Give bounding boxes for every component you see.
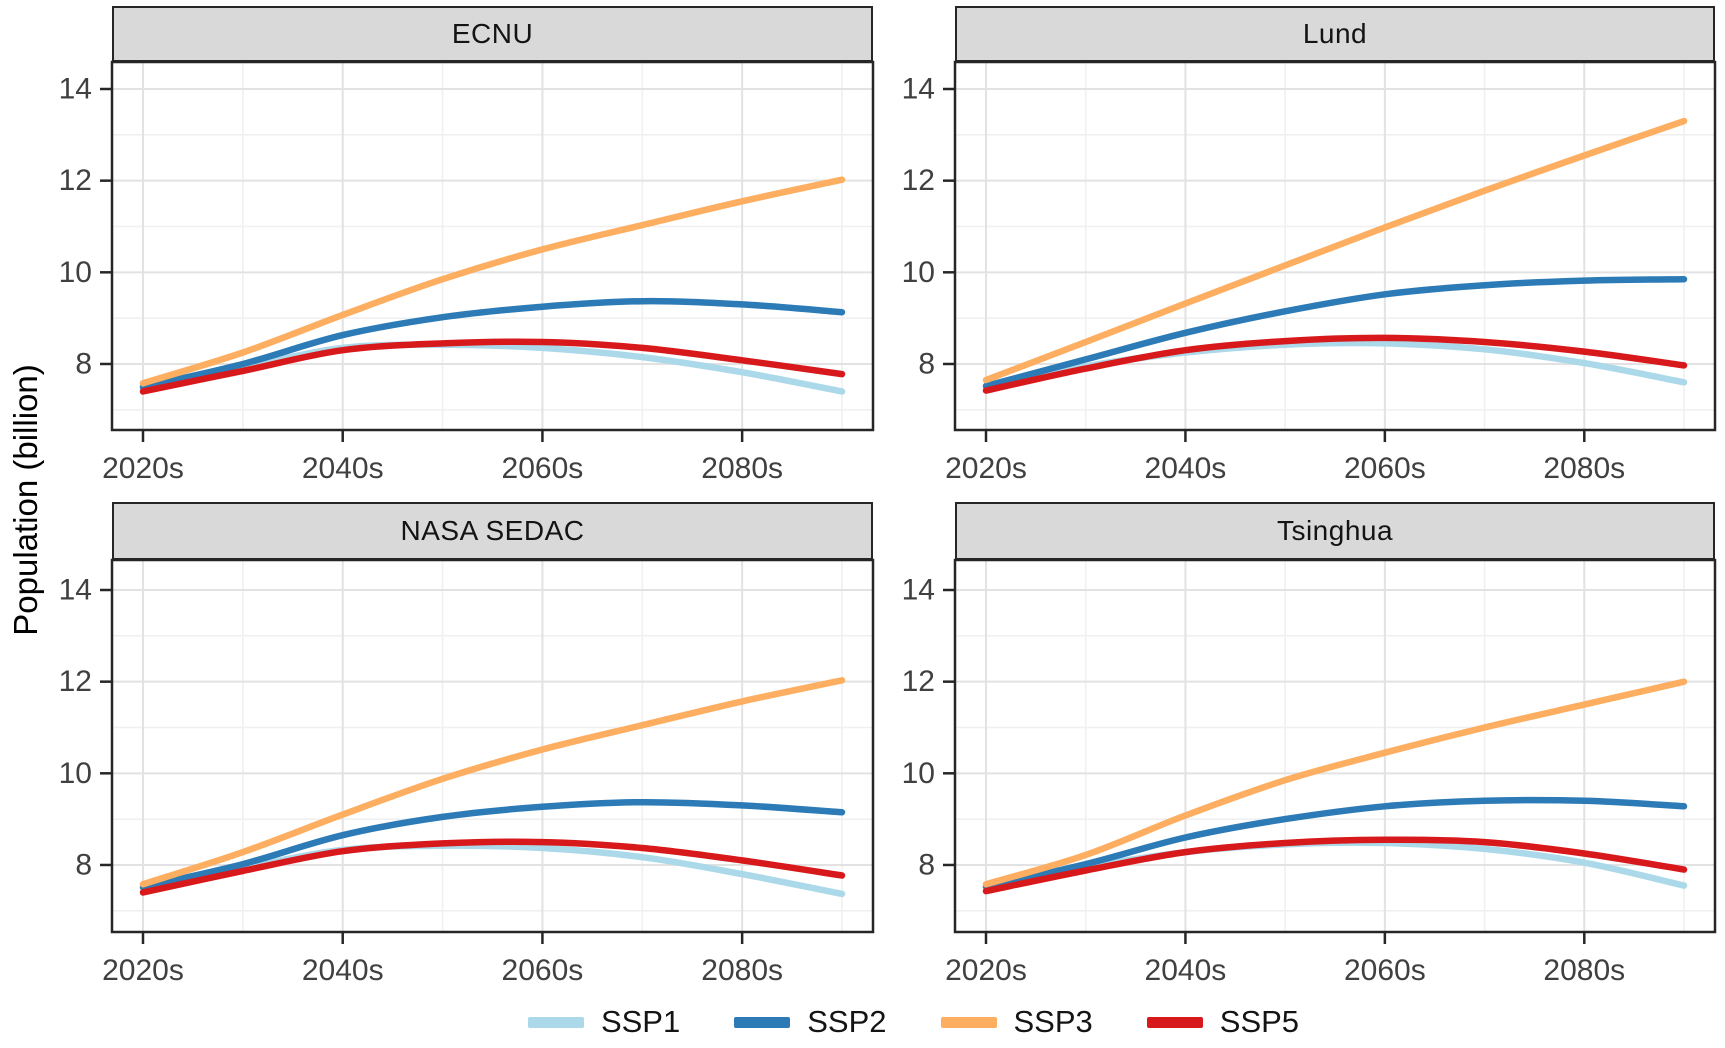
- y-tick-label: 10: [59, 757, 92, 790]
- y-tick-label: 10: [902, 757, 935, 790]
- x-tick-label: 2040s: [302, 452, 384, 485]
- facet-strip-tsinghua: Tsinghua: [955, 502, 1715, 560]
- y-tick-label: 12: [902, 164, 935, 197]
- facet-title: NASA SEDAC: [400, 515, 585, 546]
- y-tick-label: 14: [902, 73, 935, 106]
- y-tick-label: 12: [59, 665, 92, 698]
- series-line-ssp2: [139, 297, 846, 391]
- series-line-ssp5: [982, 836, 1688, 895]
- x-tick-label: 2020s: [945, 954, 1027, 987]
- facet-strip-nasa-sedac: NASA SEDAC: [112, 502, 873, 560]
- y-tick-label: 14: [902, 574, 935, 607]
- x-tick-label: 2080s: [1543, 452, 1625, 485]
- x-tick-label: 2040s: [1145, 452, 1227, 485]
- y-tick-label: 8: [918, 848, 935, 881]
- facet-strip-ecnu: ECNU: [112, 6, 873, 62]
- legend-label-ssp1: SSP1: [600, 1004, 681, 1039]
- legend-key-ssp2: [734, 1016, 791, 1028]
- panel-border: [110, 558, 875, 934]
- series-line-ssp3: [139, 677, 846, 888]
- y-tick-label: 8: [75, 848, 92, 881]
- x-tick-label: 2080s: [701, 954, 783, 987]
- facet-title: ECNU: [451, 18, 534, 49]
- x-tick-label: 2060s: [502, 954, 584, 987]
- x-tick-label: 2020s: [945, 452, 1027, 485]
- legend-item-ssp1: SSP1: [527, 1004, 681, 1040]
- x-tick-label: 2060s: [502, 452, 584, 485]
- x-tick-label: 2020s: [102, 452, 184, 485]
- panel-border: [953, 558, 1717, 934]
- y-tick-label: 12: [902, 665, 935, 698]
- facet-title: Lund: [1302, 18, 1368, 49]
- legend-item-ssp3: SSP3: [940, 1004, 1093, 1040]
- panel-border: [953, 60, 1717, 432]
- facet-strip-lund: Lund: [955, 6, 1715, 62]
- legend-key-ssp1: [527, 1016, 584, 1028]
- series-line-ssp2: [139, 798, 846, 891]
- y-tick-label: 14: [59, 73, 92, 106]
- y-tick-label: 10: [902, 256, 935, 289]
- y-tick-label: 14: [59, 574, 92, 607]
- y-tick-label: 12: [59, 164, 92, 197]
- legend-label-ssp3: SSP3: [1013, 1004, 1093, 1039]
- y-tick-label: 10: [59, 256, 92, 289]
- y-axis-title: Population (billion): [7, 364, 44, 636]
- x-tick-label: 2080s: [1543, 954, 1625, 987]
- x-tick-label: 2040s: [1145, 954, 1227, 987]
- legend-key-ssp3: [940, 1016, 997, 1028]
- x-tick-label: 2080s: [701, 452, 783, 485]
- legend-label-ssp2: SSP2: [807, 1004, 887, 1039]
- facet-title: Tsinghua: [1276, 515, 1394, 546]
- legend-item-ssp5: SSP5: [1146, 1004, 1300, 1040]
- series-line-ssp3: [982, 117, 1688, 384]
- x-tick-label: 2060s: [1344, 954, 1426, 987]
- series-line-ssp5: [139, 338, 846, 395]
- series-line-ssp5: [982, 334, 1688, 394]
- series-line-ssp2: [982, 275, 1688, 390]
- legend-label-ssp5: SSP5: [1219, 1004, 1300, 1039]
- series-line-ssp3: [139, 176, 846, 387]
- legend: SSP1 SSP2 SSP3 SSP5: [112, 998, 1715, 1046]
- panel-border: [110, 60, 875, 432]
- x-tick-label: 2040s: [302, 954, 384, 987]
- legend-key-ssp5: [1146, 1016, 1203, 1028]
- y-tick-label: 8: [75, 347, 92, 380]
- x-tick-label: 2060s: [1344, 452, 1426, 485]
- x-tick-label: 2020s: [102, 954, 184, 987]
- series-line-ssp2: [982, 796, 1688, 890]
- series-line-ssp3: [982, 678, 1688, 888]
- series-line-ssp5: [139, 838, 846, 896]
- legend-item-ssp2: SSP2: [734, 1004, 887, 1040]
- y-tick-label: 8: [918, 347, 935, 380]
